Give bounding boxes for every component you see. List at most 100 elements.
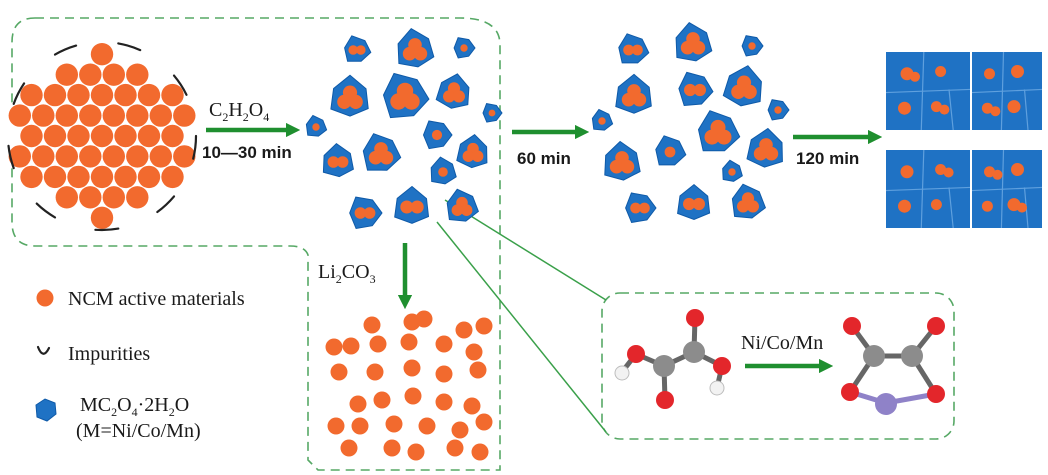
- ncm-sphere: [126, 63, 149, 86]
- ncm-particle-cluster: [7, 42, 198, 232]
- ncm-sphere: [114, 83, 137, 107]
- legend-oxalate-note: (M=Ni/Co/Mn): [76, 420, 201, 442]
- ncm-sphere: [465, 343, 483, 361]
- ncm-sphere: [407, 443, 425, 461]
- ncm-sphere: [102, 104, 126, 127]
- ncm-sphere: [435, 393, 453, 411]
- ncm-sphere: [366, 363, 384, 381]
- ncm-sphere: [327, 417, 345, 435]
- ncm-core: [1011, 163, 1024, 176]
- oxalate-stage-120min: [885, 51, 1043, 229]
- ncm-core: [460, 44, 468, 52]
- ncm-sphere: [418, 417, 436, 435]
- ncm-core: [774, 106, 782, 114]
- ncm-sphere: [137, 124, 161, 148]
- ncm-core: [683, 197, 696, 211]
- ncm-core: [753, 146, 768, 161]
- ncm-sphere: [55, 186, 78, 209]
- ncm-sphere: [126, 104, 149, 127]
- ncm-core: [400, 200, 414, 214]
- ncm-core: [742, 84, 757, 99]
- ncm-core: [410, 200, 424, 214]
- ncm-sphere: [79, 104, 102, 127]
- impurity-mark: [53, 44, 78, 56]
- ncm-sphere: [20, 165, 43, 189]
- ncm-core: [981, 102, 993, 114]
- ncm-sphere: [137, 83, 161, 107]
- ncm-core: [632, 92, 647, 107]
- dashed-region-molecule: [601, 292, 955, 440]
- ncm-core: [984, 68, 995, 80]
- ncm-sphere: [90, 124, 114, 148]
- ncm-sphere: [325, 338, 343, 356]
- impurity-mark: [117, 42, 142, 52]
- ncm-core: [731, 84, 746, 99]
- cell-boundary: [948, 187, 954, 229]
- ncm-sphere: [55, 104, 78, 127]
- ncm-sphere: [90, 206, 114, 229]
- legend-impurity-label: Impurities: [68, 343, 150, 365]
- ncm-sphere: [8, 104, 32, 127]
- ncm-core: [910, 71, 920, 82]
- ncm-sphere: [173, 104, 196, 127]
- ncm-core: [354, 207, 367, 219]
- ncm-sphere: [451, 421, 469, 439]
- ncm-sphere: [435, 335, 453, 353]
- ncm-core: [764, 146, 779, 161]
- ncm-sphere: [385, 415, 403, 433]
- ncm-core: [935, 66, 947, 77]
- ncm-core: [992, 169, 1003, 180]
- ncm-core: [312, 123, 320, 131]
- ncm-core: [930, 199, 942, 211]
- ncm-sphere: [67, 124, 90, 148]
- ncm-core: [630, 202, 641, 214]
- ncm-sphere: [475, 413, 493, 431]
- impurity-mark: [172, 74, 188, 96]
- ncm-core: [737, 200, 750, 213]
- ncm-sphere: [79, 186, 102, 209]
- ncm-core: [981, 200, 993, 212]
- down-reagent: Li2CO3: [318, 261, 376, 286]
- ncm-core: [746, 200, 760, 213]
- ncm-core: [451, 204, 464, 216]
- ncm-sphere: [149, 145, 172, 168]
- ncm-sphere: [67, 165, 90, 189]
- step2-time: 60 min: [517, 149, 571, 168]
- legend-impurity-icon: [36, 345, 51, 355]
- ncm-sphere: [102, 63, 126, 86]
- ncm-core: [488, 109, 496, 117]
- ncm-core: [898, 199, 911, 213]
- ncm-core: [623, 44, 634, 56]
- ncm-sphere: [90, 43, 114, 66]
- impurity-mark: [12, 82, 26, 105]
- ncm-core: [632, 44, 643, 56]
- ncm-core: [337, 94, 352, 109]
- ncm-sphere: [400, 333, 418, 351]
- ncm-sphere: [102, 145, 126, 168]
- step3-time: 120 min: [796, 149, 859, 168]
- ncm-core: [471, 150, 484, 162]
- ncm-sphere: [446, 439, 464, 457]
- ncm-sphere: [435, 365, 453, 383]
- ncm-sphere: [20, 83, 43, 107]
- ncm-sphere: [342, 337, 360, 355]
- ncm-sphere: [415, 310, 433, 328]
- ncm-core: [379, 150, 394, 165]
- ncm-sphere: [43, 124, 67, 148]
- ncm-core: [691, 40, 706, 55]
- ncm-sphere: [67, 83, 90, 107]
- ncm-core: [431, 129, 443, 141]
- ncm-sphere: [137, 165, 161, 189]
- legend-ncm-icon: [36, 289, 54, 307]
- ncm-sphere: [469, 361, 487, 379]
- cell-boundary: [885, 186, 971, 192]
- ncm-sphere: [114, 124, 137, 148]
- ncm-core: [728, 168, 736, 176]
- ncm-sphere: [20, 124, 43, 148]
- ncm-sphere: [90, 165, 114, 189]
- oxalate-stage-10-30min: [305, 28, 503, 230]
- ncm-sphere: [373, 391, 391, 409]
- ncm-sphere: [471, 443, 489, 461]
- ncm-core: [620, 159, 635, 174]
